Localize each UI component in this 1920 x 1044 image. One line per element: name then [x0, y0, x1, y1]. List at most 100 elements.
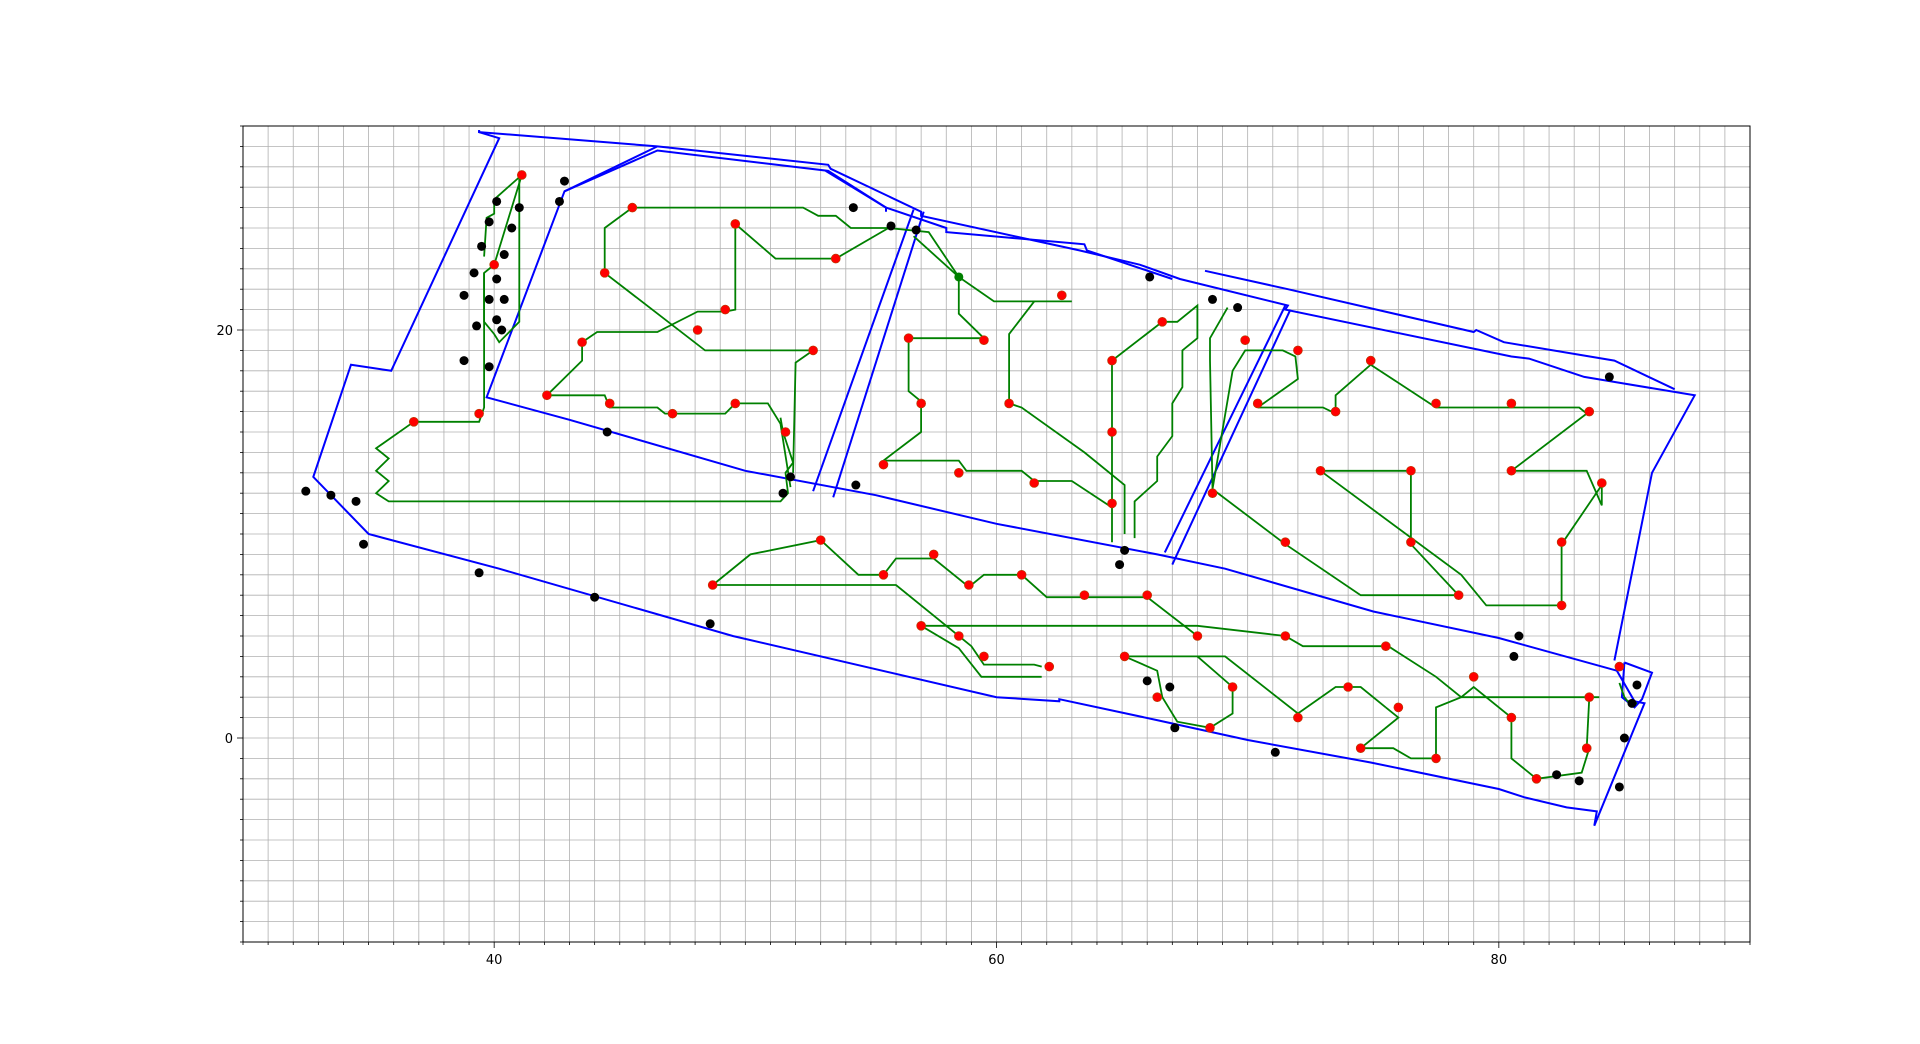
- red-point: [1280, 537, 1291, 547]
- black-point: [1614, 782, 1624, 792]
- red-point: [1293, 345, 1303, 356]
- red-point: [1468, 671, 1479, 682]
- black-point: [459, 356, 469, 366]
- red-point: [730, 219, 741, 229]
- path-polyline: [1211, 488, 1459, 597]
- path-polyline: [1008, 300, 1126, 534]
- x-tick-label: 40: [486, 953, 503, 968]
- red-point: [604, 398, 615, 409]
- black-point: [851, 480, 861, 490]
- red-point: [542, 390, 552, 401]
- black-point: [484, 294, 494, 304]
- black-point: [705, 619, 715, 629]
- path-polyline: [883, 459, 1113, 509]
- red-point: [954, 467, 964, 478]
- red-point: [1614, 661, 1625, 672]
- blue-outlines: [312, 130, 1697, 827]
- red-point: [1584, 406, 1595, 417]
- red-point: [1431, 398, 1441, 409]
- red-point: [1004, 398, 1014, 409]
- red-point: [830, 253, 841, 264]
- outline-polyline: [1204, 269, 1676, 391]
- red-point: [928, 549, 939, 560]
- green-point: [954, 272, 964, 282]
- red-point: [627, 202, 638, 213]
- black-point: [301, 486, 311, 496]
- red-point: [1506, 712, 1517, 723]
- black-point: [848, 203, 858, 213]
- x-tick-label: 80: [1491, 953, 1508, 968]
- red-point: [1280, 631, 1291, 641]
- black-point: [326, 490, 336, 500]
- red-point: [577, 337, 587, 348]
- red-point: [408, 416, 419, 427]
- path-polyline: [1111, 303, 1199, 539]
- red-point: [954, 631, 964, 641]
- red-point: [692, 325, 703, 335]
- red-point: [1119, 651, 1130, 662]
- path-polyline: [921, 624, 1600, 699]
- red-point: [1581, 743, 1592, 754]
- red-point: [1107, 427, 1117, 437]
- red-point: [1315, 465, 1326, 476]
- red-point: [1016, 569, 1027, 580]
- black-point: [554, 196, 564, 206]
- black-point: [1632, 680, 1642, 690]
- outline-polyline: [312, 130, 1646, 827]
- y-tick-label: 20: [216, 324, 233, 339]
- path-polyline: [734, 223, 889, 260]
- red-point: [1393, 702, 1404, 713]
- path-polyline: [1257, 363, 1589, 472]
- black-point: [492, 274, 502, 284]
- black-point: [497, 325, 507, 335]
- path-polyline: [1585, 697, 1591, 749]
- black-point: [1574, 776, 1584, 786]
- red-point: [1556, 537, 1567, 547]
- outline-polyline: [1163, 305, 1287, 553]
- black-point: [778, 488, 788, 498]
- path-polyline: [603, 206, 889, 273]
- black-point: [1604, 372, 1614, 382]
- y-tick-label: 0: [225, 732, 233, 747]
- red-point: [1293, 712, 1303, 723]
- red-point: [964, 580, 974, 590]
- green-paths: [374, 174, 1637, 780]
- red-point: [1152, 692, 1163, 703]
- black-point: [499, 250, 509, 260]
- red-point: [878, 459, 889, 470]
- path-polyline: [712, 584, 1042, 668]
- red-point: [1029, 478, 1039, 488]
- black-point: [469, 268, 479, 278]
- path-polyline: [1124, 655, 1387, 715]
- red-point: [1142, 590, 1152, 601]
- outline-polyline: [812, 209, 915, 492]
- black-point: [359, 539, 369, 549]
- red-point: [599, 268, 610, 278]
- black-point: [1552, 770, 1562, 780]
- outline-polyline: [478, 130, 1697, 661]
- red-point: [808, 345, 818, 356]
- red-point: [1192, 631, 1203, 641]
- red-point: [1343, 682, 1353, 692]
- red-point: [1584, 692, 1595, 703]
- black-point: [351, 496, 361, 506]
- x-tick-label: 60: [988, 953, 1005, 968]
- black-point: [1120, 545, 1130, 555]
- red-point: [903, 333, 914, 343]
- black-point: [1170, 723, 1180, 733]
- black-point: [1208, 294, 1218, 304]
- path-polyline: [912, 235, 985, 339]
- red-point: [1207, 488, 1218, 499]
- red-point: [1079, 590, 1090, 601]
- red-point: [1057, 290, 1067, 301]
- red-point: [1556, 600, 1567, 611]
- black-point: [1115, 560, 1125, 570]
- red-point: [1157, 317, 1168, 327]
- black-point: [459, 290, 469, 300]
- red-point: [1597, 478, 1607, 488]
- red-point: [916, 398, 926, 409]
- path-polyline: [413, 174, 523, 423]
- red-point: [1381, 641, 1391, 652]
- black-point: [1233, 303, 1243, 313]
